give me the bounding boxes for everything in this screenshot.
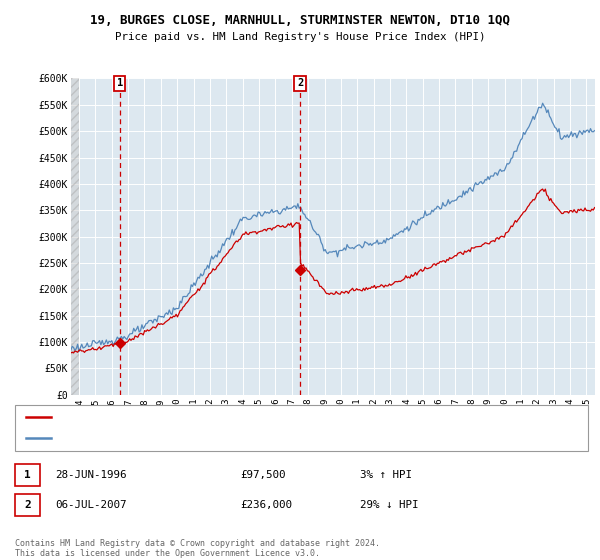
Text: 28-JUN-1996: 28-JUN-1996 xyxy=(55,470,127,480)
Text: 2: 2 xyxy=(297,78,303,88)
Text: Price paid vs. HM Land Registry's House Price Index (HPI): Price paid vs. HM Land Registry's House … xyxy=(115,32,485,43)
Text: £236,000: £236,000 xyxy=(240,500,292,510)
Text: 1: 1 xyxy=(116,78,123,88)
Text: 2: 2 xyxy=(24,500,31,510)
Text: 3% ↑ HPI: 3% ↑ HPI xyxy=(360,470,412,480)
Text: 29% ↓ HPI: 29% ↓ HPI xyxy=(360,500,419,510)
Text: 06-JUL-2007: 06-JUL-2007 xyxy=(55,500,127,510)
Text: 19, BURGES CLOSE, MARNHULL, STURMINSTER NEWTON, DT10 1QQ (detached house): 19, BURGES CLOSE, MARNHULL, STURMINSTER … xyxy=(56,413,439,422)
Bar xyxy=(71,78,79,395)
Text: Contains HM Land Registry data © Crown copyright and database right 2024.
This d: Contains HM Land Registry data © Crown c… xyxy=(15,539,380,558)
Text: HPI: Average price, detached house, Dorset: HPI: Average price, detached house, Dors… xyxy=(56,434,277,443)
Text: £97,500: £97,500 xyxy=(240,470,286,480)
Text: 19, BURGES CLOSE, MARNHULL, STURMINSTER NEWTON, DT10 1QQ: 19, BURGES CLOSE, MARNHULL, STURMINSTER … xyxy=(90,14,510,27)
Text: 1: 1 xyxy=(24,470,31,480)
